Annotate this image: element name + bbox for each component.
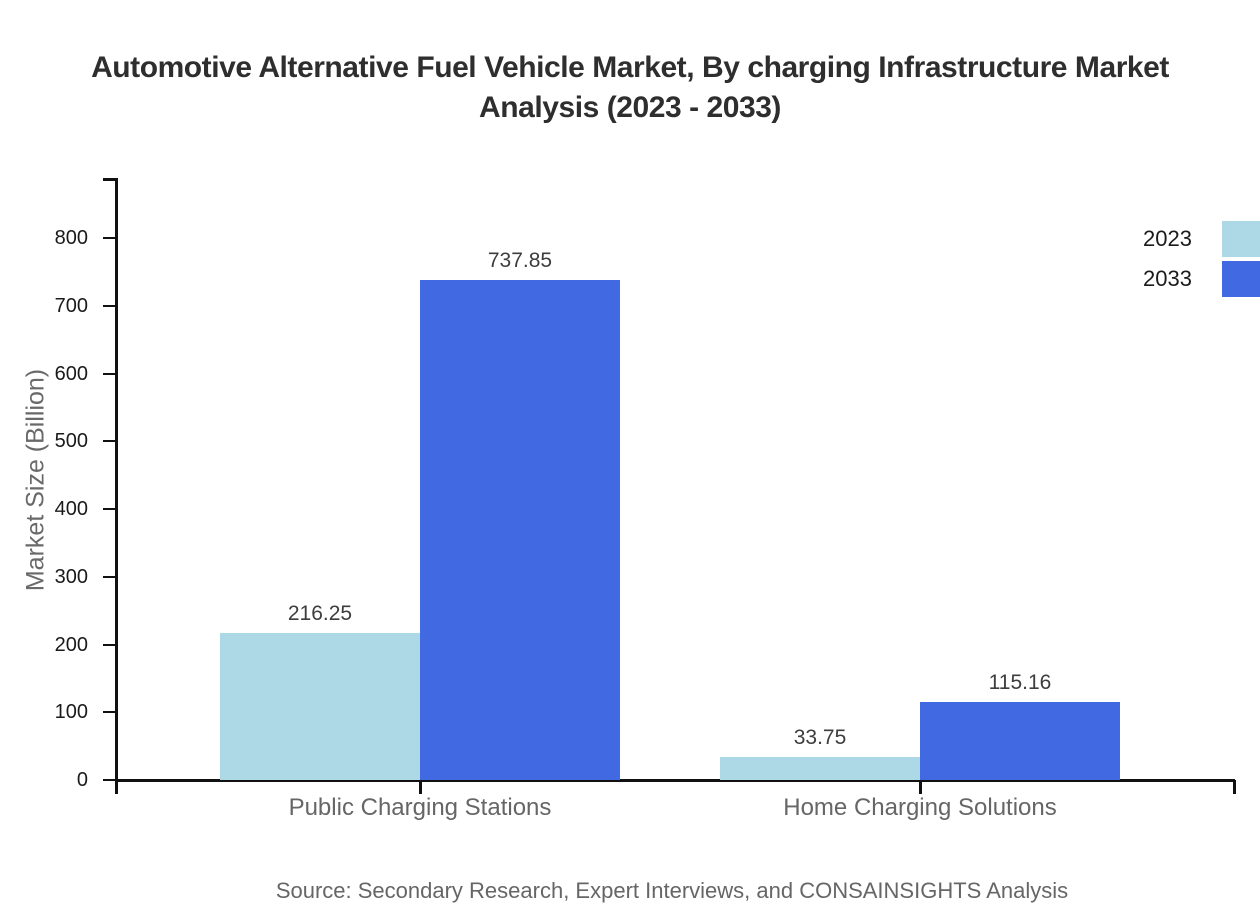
bar-2023-1: [720, 757, 920, 780]
x-tick: [919, 780, 922, 794]
legend-label-2033: 2033: [1143, 266, 1192, 291]
y-tick: [103, 237, 115, 239]
source-note: Source: Secondary Research, Expert Inter…: [275, 878, 1069, 903]
x-tick: [419, 780, 422, 794]
y-tick: [103, 643, 115, 646]
bar-2033-1: [920, 701, 1120, 780]
bar-value-label: 115.16: [988, 670, 1052, 694]
category-label: Public Charging Stations: [288, 794, 552, 821]
chart-title: Automotive Alternative Fuel Vehicle Mark…: [91, 51, 1169, 124]
bar-value-label: 216.25: [287, 602, 353, 626]
x-axis-line: [115, 779, 1235, 782]
y-tick: [103, 440, 115, 443]
x-tick: [115, 780, 118, 794]
category-label: Home Charging Solutions: [783, 794, 1057, 821]
y-axis-title: Market Size (Billion): [21, 368, 50, 592]
y-tick-label: 400: [54, 498, 88, 520]
y-axis-line: [115, 178, 118, 788]
legend-label-2023: 2023: [1143, 226, 1192, 251]
bar-2023-0: [220, 633, 420, 780]
y-tick-label: 800: [54, 227, 88, 249]
x-tick: [1233, 780, 1236, 794]
bar-value-label: 737.85: [487, 249, 553, 273]
bar-2033-0: [420, 280, 620, 780]
y-tick-label: 200: [54, 633, 88, 656]
y-tick: [103, 508, 115, 510]
y-tick: [103, 575, 115, 578]
bar-value-label: 33.75: [793, 726, 847, 750]
y-tick: [103, 304, 115, 307]
y-axis-top-cap: [103, 178, 115, 181]
legend-swatch-2023: [1222, 221, 1260, 257]
y-tick: [103, 779, 115, 781]
y-tick: [103, 711, 115, 714]
y-tick-label: 100: [54, 701, 88, 724]
y-tick-label: 600: [54, 362, 88, 385]
legend-swatch-2033: [1222, 261, 1260, 297]
y-tick-label: 300: [54, 565, 88, 588]
y-tick-label: 500: [54, 430, 88, 453]
y-tick: [103, 372, 115, 375]
y-tick-label: 700: [54, 294, 88, 317]
y-tick-label: 0: [76, 769, 88, 791]
